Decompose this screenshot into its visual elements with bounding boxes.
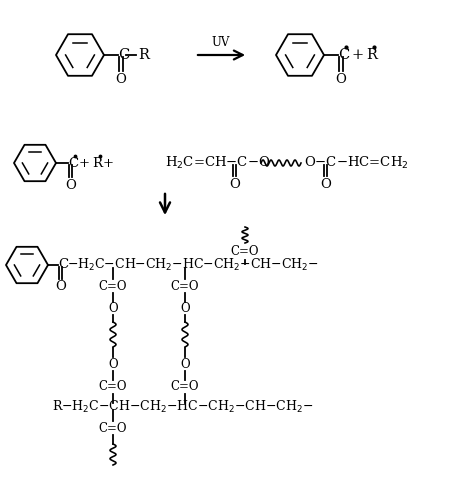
Text: C: C — [118, 48, 129, 62]
Text: +: + — [352, 48, 364, 62]
Text: UV: UV — [212, 36, 230, 49]
Text: R: R — [366, 48, 377, 62]
Text: O: O — [108, 303, 118, 316]
Text: O: O — [320, 177, 331, 190]
Text: +: + — [103, 156, 114, 169]
Text: C=O: C=O — [99, 421, 127, 434]
Text: C=O: C=O — [99, 280, 127, 293]
Text: R: R — [138, 48, 149, 62]
Text: O$-$C$-$HC=CH$_2$: O$-$C$-$HC=CH$_2$ — [304, 155, 409, 171]
Text: R: R — [92, 156, 102, 169]
Text: O: O — [55, 281, 66, 294]
Text: R$-$H$_2$C$-$CH$-$CH$_2$$-$HC$-$CH$_2$$-$CH$-$CH$_2$$-$: R$-$H$_2$C$-$CH$-$CH$_2$$-$HC$-$CH$_2$$-… — [52, 399, 313, 415]
Text: O: O — [116, 73, 127, 86]
Text: O: O — [229, 177, 240, 190]
Text: O: O — [336, 73, 346, 86]
Text: +: + — [79, 156, 90, 169]
Text: C=O: C=O — [171, 280, 199, 293]
Text: O: O — [180, 303, 190, 316]
Text: O: O — [108, 358, 118, 371]
Text: $-$H$_2$C$-$CH$-$CH$_2$$-$HC$-$CH$_2$$-$CH$-$CH$_2$$-$: $-$H$_2$C$-$CH$-$CH$_2$$-$HC$-$CH$_2$$-$… — [67, 257, 319, 273]
Text: C=O: C=O — [231, 244, 259, 258]
Text: H$_2$C=CH$-$C$-$O: H$_2$C=CH$-$C$-$O — [165, 155, 270, 171]
Text: C: C — [68, 156, 78, 169]
Text: O: O — [180, 358, 190, 371]
Text: C=O: C=O — [99, 380, 127, 393]
Text: O: O — [65, 178, 76, 191]
Text: C: C — [58, 259, 68, 272]
Text: C=O: C=O — [171, 380, 199, 393]
Text: C: C — [338, 48, 349, 62]
